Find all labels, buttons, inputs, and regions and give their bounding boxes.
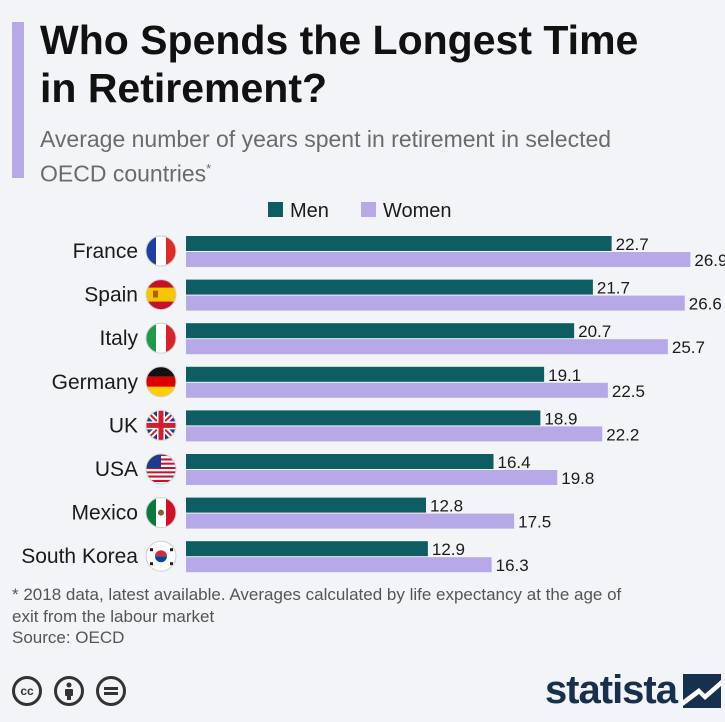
bar-men <box>186 410 541 426</box>
attribution-icon[interactable] <box>54 676 84 706</box>
data-label: 25.7 <box>672 338 705 357</box>
uk-flag-icon <box>145 409 177 441</box>
category-label: Italy <box>99 327 138 350</box>
data-label: 22.2 <box>606 425 639 444</box>
legend-men: Men <box>268 200 329 222</box>
statista-mark-icon <box>683 673 721 708</box>
data-label: 22.5 <box>612 382 645 401</box>
chart-row: South Korea 12.9 16.3 <box>21 540 528 575</box>
category-label: USA <box>95 458 138 481</box>
category-label: South Korea <box>21 545 138 568</box>
source-note: Source: OECD <box>12 628 125 647</box>
data-label: 21.7 <box>597 279 630 298</box>
bar-women <box>186 557 492 573</box>
data-label: 16.3 <box>496 556 529 575</box>
category-label: Germany <box>52 371 139 394</box>
chart-row: UK 18.9 22.2 <box>109 409 640 444</box>
bar-women <box>186 252 691 267</box>
bar-chart: Men Women France 22.7 26.9 Spain 21.7 26.6 Ital… <box>21 200 725 575</box>
data-label: 12.9 <box>432 540 465 559</box>
statista-logo[interactable]: statista <box>545 668 721 713</box>
category-label: Mexico <box>71 502 138 525</box>
bar-women <box>186 470 558 485</box>
bar-men <box>186 279 593 295</box>
france-flag-icon <box>145 235 177 267</box>
no-derivatives-icon[interactable] <box>96 676 126 706</box>
bar-women <box>186 339 668 355</box>
bar-men <box>186 323 575 339</box>
italy-flag-icon <box>145 322 177 354</box>
usa-flag-icon <box>145 453 177 485</box>
data-label: 20.7 <box>578 322 611 341</box>
mexico-flag-icon <box>145 497 177 529</box>
category-label: Spain <box>84 284 138 307</box>
chart-row: Italy 20.7 25.7 <box>99 322 704 357</box>
bar-women <box>186 382 608 398</box>
bar-women <box>186 295 685 311</box>
category-label: UK <box>109 414 138 437</box>
chart-row: Mexico 12.8 17.5 <box>71 497 551 532</box>
data-label: 19.8 <box>561 469 594 488</box>
category-label: France <box>73 240 138 263</box>
bar-men <box>186 497 426 513</box>
license-icons: cc <box>12 676 126 706</box>
logo-text: statista <box>544 668 678 712</box>
bar-women <box>186 426 603 442</box>
germany-flag-icon <box>145 366 177 398</box>
data-label: 22.7 <box>616 235 649 254</box>
bar-women <box>186 513 515 529</box>
bar-men <box>186 366 545 382</box>
data-label: 18.9 <box>544 409 577 428</box>
chart-legend: Men Women <box>268 200 452 222</box>
data-label: 17.5 <box>518 513 551 532</box>
chart-rows: France 22.7 26.9 Spain 21.7 26.6 Italy 20.7 25.7… <box>21 235 725 575</box>
data-label: 19.1 <box>548 366 581 385</box>
footnote: * 2018 data, latest available. Averages … <box>12 585 622 626</box>
cc-icon[interactable]: cc <box>12 676 42 706</box>
legend-swatch <box>361 202 376 217</box>
subtitle-footnote-marker: * <box>206 161 212 176</box>
data-label: 26.9 <box>694 251 725 270</box>
bar-men <box>186 236 612 251</box>
accent-bar <box>12 22 24 178</box>
legend-label: Women <box>383 200 452 222</box>
data-label: 12.8 <box>430 497 463 516</box>
bar-men <box>186 541 428 557</box>
chart-row: France 22.7 26.9 <box>73 235 725 270</box>
legend-label: Men <box>290 200 329 222</box>
data-label: 16.4 <box>498 453 531 472</box>
bar-men <box>186 454 494 469</box>
legend-women: Women <box>361 200 452 222</box>
chart-row: Germany 19.1 22.5 <box>52 366 645 401</box>
chart-row: USA 16.4 19.8 <box>95 453 595 488</box>
subtitle-text: Average number of years spent in retirem… <box>40 126 612 187</box>
chart-title: Who Spends the Longest Time in Retiremen… <box>40 17 639 111</box>
data-label: 26.6 <box>689 295 722 314</box>
legend-swatch <box>268 202 283 217</box>
south-korea-flag-icon <box>145 540 177 572</box>
spain-flag-icon <box>145 279 177 311</box>
chart-subtitle: Average number of years spent in retirem… <box>40 124 640 189</box>
chart-row: Spain 21.7 26.6 <box>84 279 722 314</box>
